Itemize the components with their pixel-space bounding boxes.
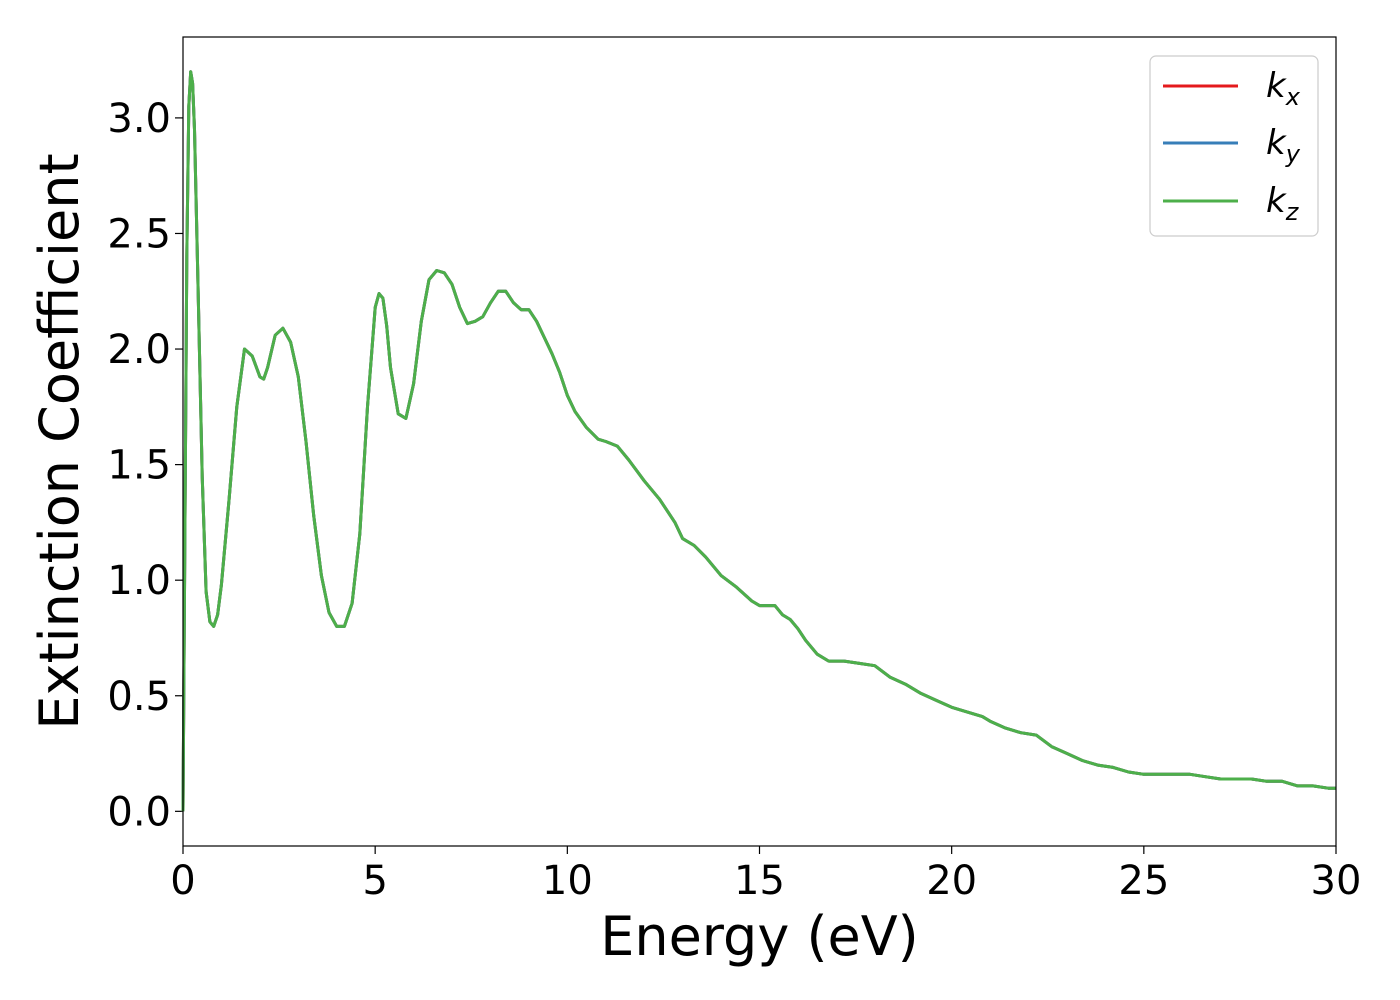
y-tick-label: 3.0 [107,96,171,142]
y-axis-ticks: 0.0 0.5 1.0 1.5 2.0 2.5 3.0 [107,96,183,835]
plot-frame [182,36,1337,847]
legend-box [1149,55,1319,237]
x-tick-label: 15 [734,858,785,904]
y-tick-label: 0.5 [107,674,171,720]
x-tick-label: 25 [1118,858,1169,904]
x-axis-label: Energy (eV) [600,905,919,968]
legend-label-kx-main: k [1266,66,1287,106]
legend-label-ky: ky [1266,123,1301,168]
plot-lines [181,70,1336,812]
x-tick-label: 30 [1311,858,1362,904]
legend-label-ky-sub: y [1285,140,1301,168]
x-tick-label: 20 [926,858,977,904]
y-tick-label: 2.0 [107,327,171,373]
legend-label-kz-main: k [1266,181,1287,221]
legend-label-kx-sub: x [1285,83,1301,111]
x-tick-label: 10 [542,858,593,904]
x-tick-label: 0 [170,858,195,904]
y-tick-label: 0.0 [107,789,171,835]
x-tick-label: 5 [362,858,387,904]
y-tick-label: 1.0 [107,558,171,604]
y-axis-label: Extinction Coefficient [28,153,91,729]
series-line-kz [181,70,1336,812]
y-tick-label: 2.5 [107,211,171,257]
x-axis-ticks: 0 5 10 15 20 25 30 [170,846,1361,904]
legend: kx ky kz [1149,55,1319,237]
legend-label-kx: kx [1266,66,1301,111]
legend-label-kz: kz [1266,181,1300,226]
legend-label-kz-sub: z [1285,198,1300,226]
y-tick-label: 1.5 [107,443,171,489]
legend-label-ky-main: k [1266,123,1287,163]
